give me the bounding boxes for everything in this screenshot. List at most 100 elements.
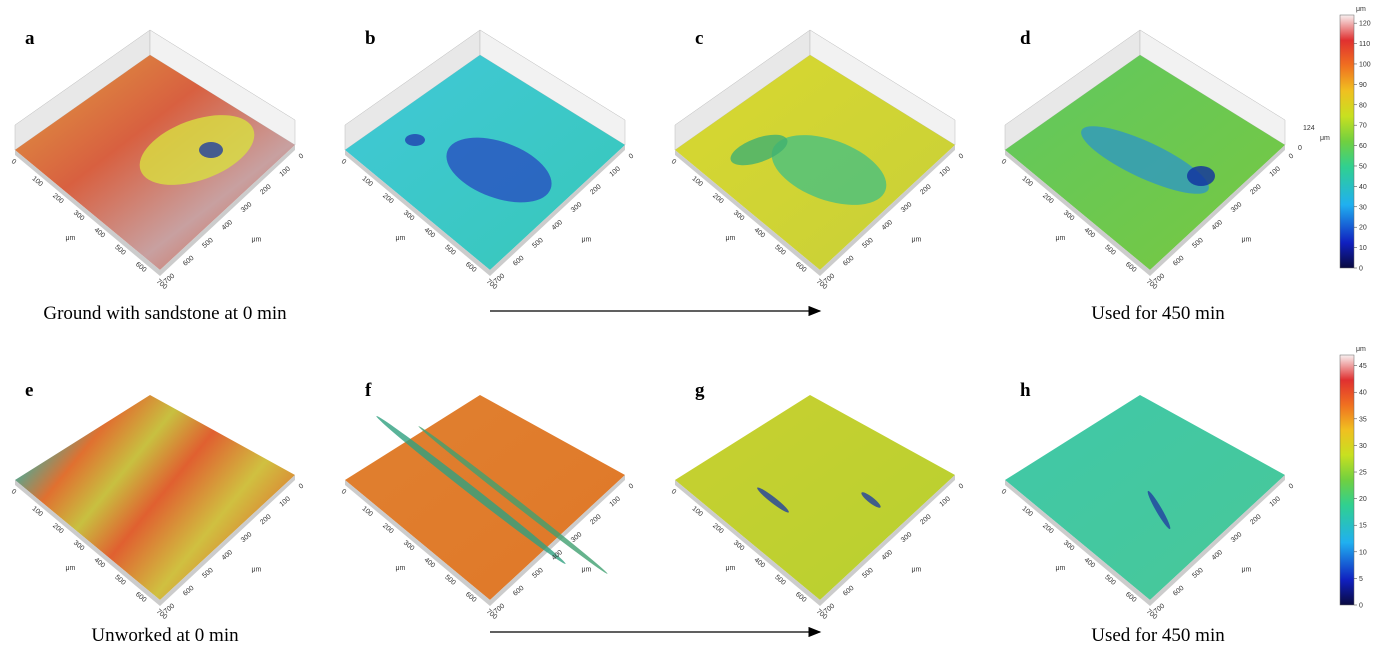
axis-tick-label: 700: [1153, 273, 1167, 286]
axis-tick-label: 700: [493, 603, 507, 616]
back-wall: [479, 29, 626, 146]
axis-tick-label: 600: [842, 255, 856, 268]
height-label: 124: [1303, 125, 1315, 132]
axis-tick-label: 0: [340, 158, 348, 166]
surface-feature: [771, 135, 887, 205]
axis-tick-label: 200: [1249, 513, 1263, 526]
colorbar-tick-label: 10: [1359, 549, 1367, 556]
surface-feature: [730, 134, 788, 166]
axis-tick-label: 500: [861, 237, 875, 250]
surface-feature: [199, 142, 223, 158]
axis-unit: μm: [1056, 565, 1066, 572]
axis-tick-label: 500: [861, 567, 875, 580]
axis-unit: μm: [396, 565, 406, 572]
axis-tick-label: 100: [609, 165, 623, 178]
surface-feature: [1187, 166, 1215, 186]
axis-tick-label: 300: [1230, 531, 1244, 544]
caption: Used for 450 min: [1091, 303, 1225, 324]
axis-tick-label: 100: [279, 495, 293, 508]
panel-label: h: [1020, 380, 1031, 401]
axis-tick-label: 0: [628, 153, 636, 161]
colorbar-tick-label: 35: [1359, 416, 1367, 423]
axis-tick-label: 500: [531, 567, 545, 580]
panel-label: f: [365, 380, 372, 401]
axis-unit: μm: [582, 567, 592, 574]
axis-tick-label: 200: [259, 183, 273, 196]
caption: Used for 450 min: [1091, 625, 1225, 646]
colorbar-tick-label: 50: [1359, 163, 1367, 170]
colorbar-tick-label: 0: [1359, 266, 1363, 273]
axis-unit: μm: [252, 237, 262, 244]
axis-tick-label: 300: [900, 531, 914, 544]
axis-tick-label: 400: [221, 219, 235, 232]
axis-tick-label: 700: [493, 273, 507, 286]
axis-tick-label: 600: [512, 255, 526, 268]
colorbar-tick-label: 40: [1359, 184, 1367, 191]
axis-tick-label: 400: [881, 549, 895, 562]
axis-tick-label: 0: [670, 158, 678, 166]
axis-tick-label: 700: [823, 273, 837, 286]
surface-feature: [861, 492, 881, 508]
axis-unit: μm: [582, 237, 592, 244]
surface-feature: [405, 134, 425, 146]
caption: Ground with sandstone at 0 min: [43, 303, 287, 324]
axis-tick-label: 700: [823, 603, 837, 616]
colorbar-tick-label: 60: [1359, 143, 1367, 150]
colorbar-tick-label: 20: [1359, 225, 1367, 232]
axis-tick-label: 500: [201, 237, 215, 250]
axis-tick-label: 0: [10, 158, 18, 166]
axis-tick-label: 500: [201, 567, 215, 580]
surface-feature: [757, 487, 789, 513]
axis-tick-label: 0: [340, 488, 348, 496]
back-wall: [809, 29, 956, 146]
colorbar-tick-label: 5: [1359, 576, 1363, 583]
axis-tick-label: 100: [609, 495, 623, 508]
axis-tick-label: 600: [842, 585, 856, 598]
axis-tick-label: 400: [551, 219, 565, 232]
axis-tick-label: 600: [182, 585, 196, 598]
surface-feature: [1081, 126, 1209, 194]
surface: [1005, 395, 1285, 600]
axis-unit: μm: [1056, 235, 1066, 242]
axis-unit: μm: [396, 235, 406, 242]
axis-tick-label: 700: [163, 273, 177, 286]
colorbar-tick-label: 0: [1359, 603, 1363, 610]
surface-feature: [1147, 490, 1171, 530]
axis-unit: μm: [912, 237, 922, 244]
axis-unit: μm: [1242, 237, 1252, 244]
panel-label: g: [695, 380, 705, 401]
axis-tick-label: 0: [1000, 158, 1008, 166]
axis-tick-label: 600: [1172, 255, 1186, 268]
axis-tick-label: 300: [570, 531, 584, 544]
axis-tick-label: 300: [1230, 201, 1244, 214]
axis-tick-label: 400: [1211, 219, 1225, 232]
axis-tick-label: 300: [240, 531, 254, 544]
surface: [675, 395, 955, 600]
axis-tick-label: 100: [939, 165, 953, 178]
axis-tick-label: 200: [589, 513, 603, 526]
colorbar-tick-label: 70: [1359, 123, 1367, 130]
colorbar-tick-label: 20: [1359, 496, 1367, 503]
colorbar-unit: μm: [1356, 6, 1366, 13]
surface-feature: [418, 426, 608, 574]
axis-tick-label: 0: [1288, 483, 1296, 491]
axis-tick-label: 600: [1172, 585, 1186, 598]
axis-tick-label: 200: [259, 513, 273, 526]
axis-tick-label: 500: [1191, 567, 1205, 580]
surface-feature: [139, 115, 255, 185]
axis-tick-label: 0: [1288, 153, 1296, 161]
axis-tick-label: 700: [1153, 603, 1167, 616]
axis-tick-label: 200: [589, 183, 603, 196]
axis-unit: μm: [66, 565, 76, 572]
axis-tick-label: 0: [628, 483, 636, 491]
axis-unit: μm: [912, 567, 922, 574]
axis-tick-label: 100: [1269, 495, 1283, 508]
surface-feature: [376, 416, 566, 564]
axis-tick-label: 0: [958, 153, 966, 161]
axis-tick-label: 100: [279, 165, 293, 178]
